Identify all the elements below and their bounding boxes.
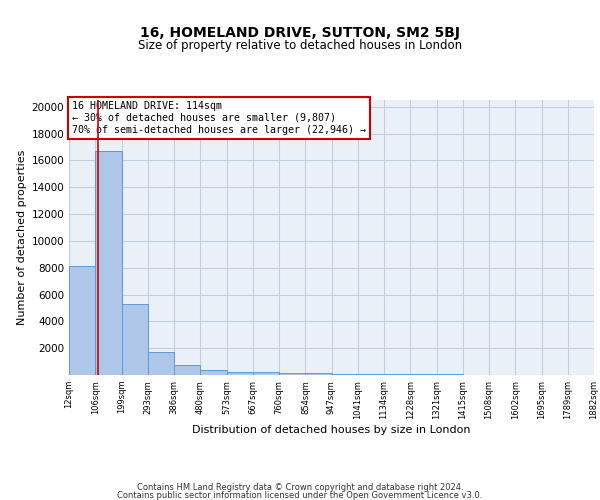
Bar	[95, 151, 121, 375]
Text: Size of property relative to detached houses in London: Size of property relative to detached ho…	[138, 38, 462, 52]
Bar	[305, 373, 331, 375]
Bar	[437, 374, 463, 375]
Bar	[358, 374, 384, 375]
Text: 16 HOMELAND DRIVE: 114sqm
← 30% of detached houses are smaller (9,807)
70% of se: 16 HOMELAND DRIVE: 114sqm ← 30% of detac…	[71, 102, 365, 134]
Bar	[200, 370, 227, 375]
Bar	[69, 266, 95, 375]
Bar	[331, 374, 358, 375]
Bar	[174, 365, 200, 375]
Bar	[410, 374, 437, 375]
Bar	[279, 372, 305, 375]
Bar	[384, 374, 410, 375]
Bar	[253, 372, 279, 375]
Text: Contains public sector information licensed under the Open Government Licence v3: Contains public sector information licen…	[118, 490, 482, 500]
Text: 16, HOMELAND DRIVE, SUTTON, SM2 5BJ: 16, HOMELAND DRIVE, SUTTON, SM2 5BJ	[140, 26, 460, 40]
Bar	[121, 304, 148, 375]
Bar	[148, 352, 174, 375]
Text: Contains HM Land Registry data © Crown copyright and database right 2024.: Contains HM Land Registry data © Crown c…	[137, 483, 463, 492]
Bar	[227, 372, 253, 375]
Y-axis label: Number of detached properties: Number of detached properties	[17, 150, 27, 325]
X-axis label: Distribution of detached houses by size in London: Distribution of detached houses by size …	[192, 424, 471, 434]
